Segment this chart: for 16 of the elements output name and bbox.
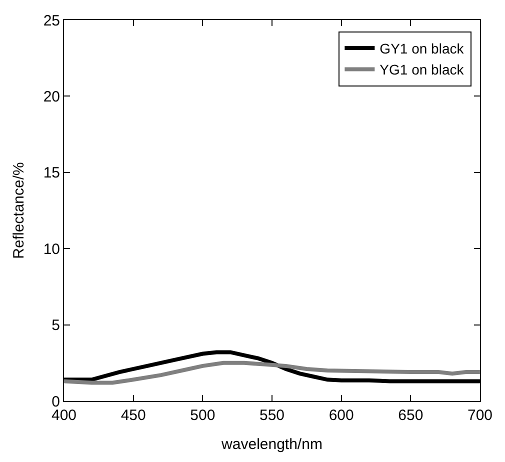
x-tick-label: 550 — [259, 407, 285, 424]
legend-label: GY1 on black — [380, 40, 465, 56]
x-tick-label: 650 — [398, 407, 424, 424]
x-tick-label: 600 — [328, 407, 354, 424]
y-tick-label: 20 — [43, 88, 60, 106]
x-tick-label: 500 — [190, 407, 216, 424]
legend-label: YG1 on black — [380, 62, 465, 78]
line-series — [64, 360, 480, 385]
y-axis-title: Reflectance/% — [10, 162, 28, 259]
y-tick-label: 15 — [43, 164, 60, 182]
y-tick-label: 10 — [43, 240, 60, 258]
x-tick-label: 700 — [467, 407, 493, 424]
x-axis-title: wavelength/nm — [220, 436, 322, 453]
x-tick-label: 450 — [120, 407, 146, 424]
y-tick-label: 5 — [52, 317, 60, 334]
y-tick-label: 25 — [43, 12, 60, 30]
